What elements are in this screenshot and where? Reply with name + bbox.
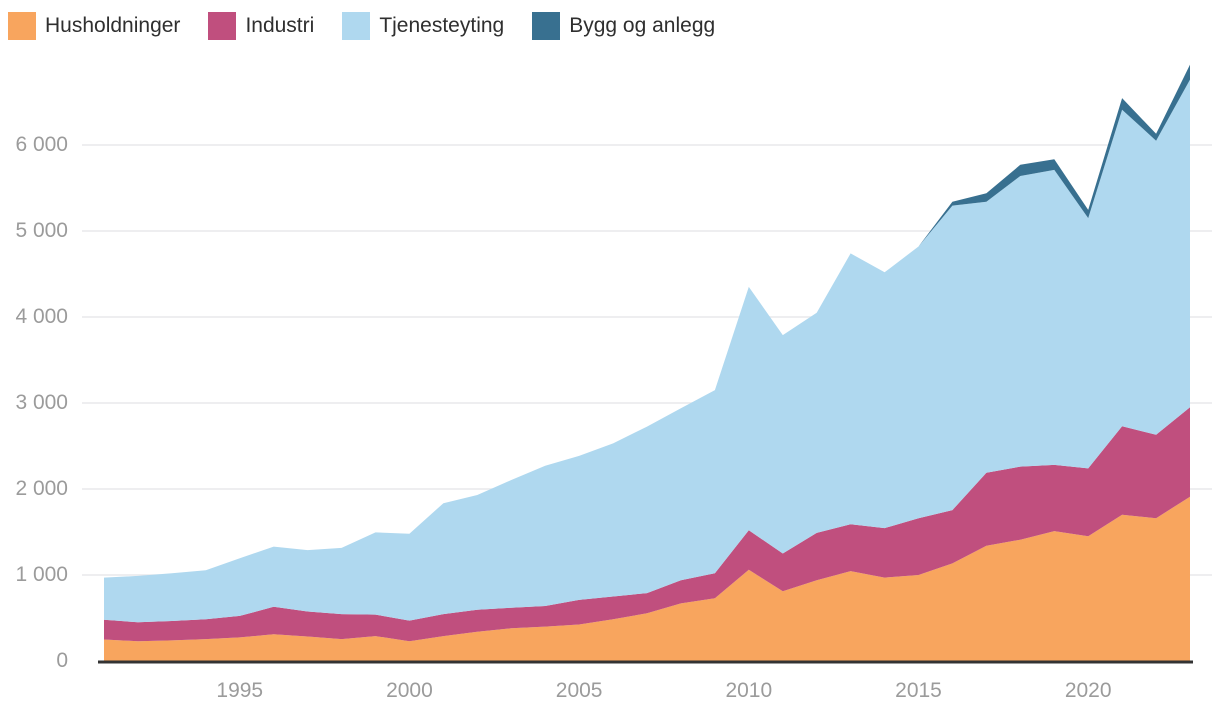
legend-item-tjenesteyting[interactable]: Tjenesteyting — [342, 12, 504, 40]
legend-label: Husholdninger — [45, 14, 181, 37]
x-tick-label: 1995 — [216, 679, 264, 702]
legend-label: Bygg og anlegg — [569, 14, 716, 37]
x-tick-label: 2020 — [1064, 679, 1112, 702]
legend-swatch-icon — [208, 12, 237, 40]
x-tick-label: 2005 — [555, 679, 603, 702]
legend-item-industri[interactable]: Industri — [208, 12, 314, 40]
x-tick-label: 2010 — [725, 679, 773, 702]
legend-swatch-icon — [532, 12, 561, 40]
legend-swatch-icon — [342, 12, 371, 40]
y-tick-label: 3 000 — [15, 391, 68, 414]
y-tick-label: 6 000 — [15, 133, 68, 156]
legend-item-husholdninger[interactable]: Husholdninger — [8, 12, 180, 40]
area-series-tjenesteyting[interactable] — [104, 79, 1190, 623]
y-tick-label: 1 000 — [15, 563, 68, 586]
y-tick-label: 4 000 — [15, 305, 68, 328]
legend-swatch-icon — [8, 12, 36, 40]
area-series-industri[interactable] — [104, 407, 1190, 642]
legend-label: Industri — [245, 14, 315, 37]
legend: Husholdninger Industri Tjenesteyting Byg… — [8, 12, 743, 40]
y-tick-label: 2 000 — [15, 477, 68, 500]
area-series-husholdninger[interactable] — [104, 496, 1190, 661]
legend-item-bygg-og-anlegg[interactable]: Bygg og anlegg — [532, 12, 715, 40]
x-tick-label: 2015 — [895, 679, 942, 702]
y-tick-label: 5 000 — [15, 219, 68, 242]
x-tick-label: 2000 — [386, 679, 433, 702]
y-tick-label: 0 — [56, 649, 68, 672]
legend-label: Tjenesteyting — [379, 14, 505, 37]
